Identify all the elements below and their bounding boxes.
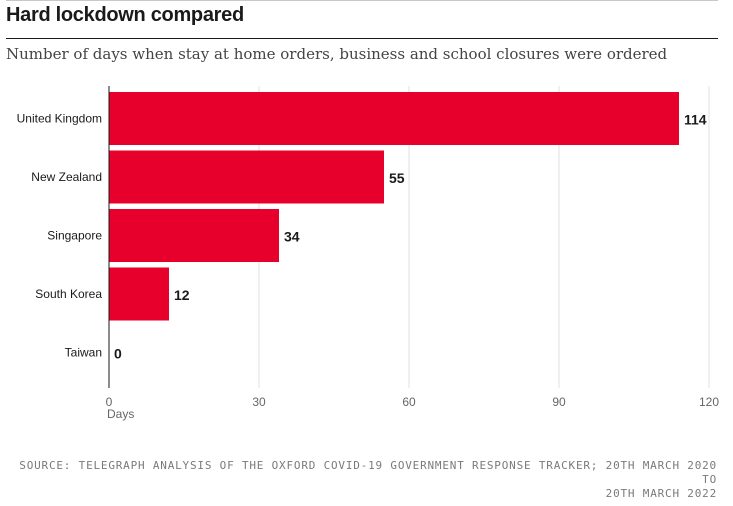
x-tick-label-30: 30 — [252, 395, 266, 409]
bars — [109, 92, 679, 321]
category-label-new-zealand: New Zealand — [31, 170, 102, 184]
value-label-singapore: 34 — [284, 229, 300, 245]
category-label-united-kingdom: United Kingdom — [17, 112, 102, 126]
x-tick-label-60: 60 — [402, 395, 416, 409]
x-axis-label: Days — [107, 407, 134, 421]
value-label-united-kingdom: 114 — [684, 112, 707, 128]
source-line-1: SOURCE: TELEGRAPH ANALYSIS OF THE OXFORD… — [19, 459, 717, 486]
chart-subtitle: Number of days when stay at home orders,… — [6, 45, 668, 63]
bar-new-zealand — [109, 150, 384, 204]
chart-title: Hard lockdown compared — [6, 4, 244, 26]
category-label-singapore: Singapore — [47, 229, 102, 243]
value-label-south-korea: 12 — [174, 287, 190, 303]
x-tick-label-0: 0 — [106, 395, 113, 409]
x-tick-label-90: 90 — [552, 395, 566, 409]
source-line-2: 20TH MARCH 2022 — [605, 487, 717, 500]
category-label-south-korea: South Korea — [35, 287, 102, 301]
bar-united-kingdom — [109, 92, 679, 145]
top-rule — [6, 0, 718, 1]
category-label-taiwan: Taiwan — [65, 346, 102, 360]
bar-singapore — [109, 209, 279, 262]
title-rule — [6, 38, 718, 39]
bar-south-korea — [109, 267, 169, 321]
value-label-taiwan: 0 — [114, 346, 122, 362]
x-tick-label-120: 120 — [699, 395, 719, 409]
value-label-new-zealand: 55 — [389, 170, 405, 186]
source-note: SOURCE: TELEGRAPH ANALYSIS OF THE OXFORD… — [5, 459, 717, 501]
